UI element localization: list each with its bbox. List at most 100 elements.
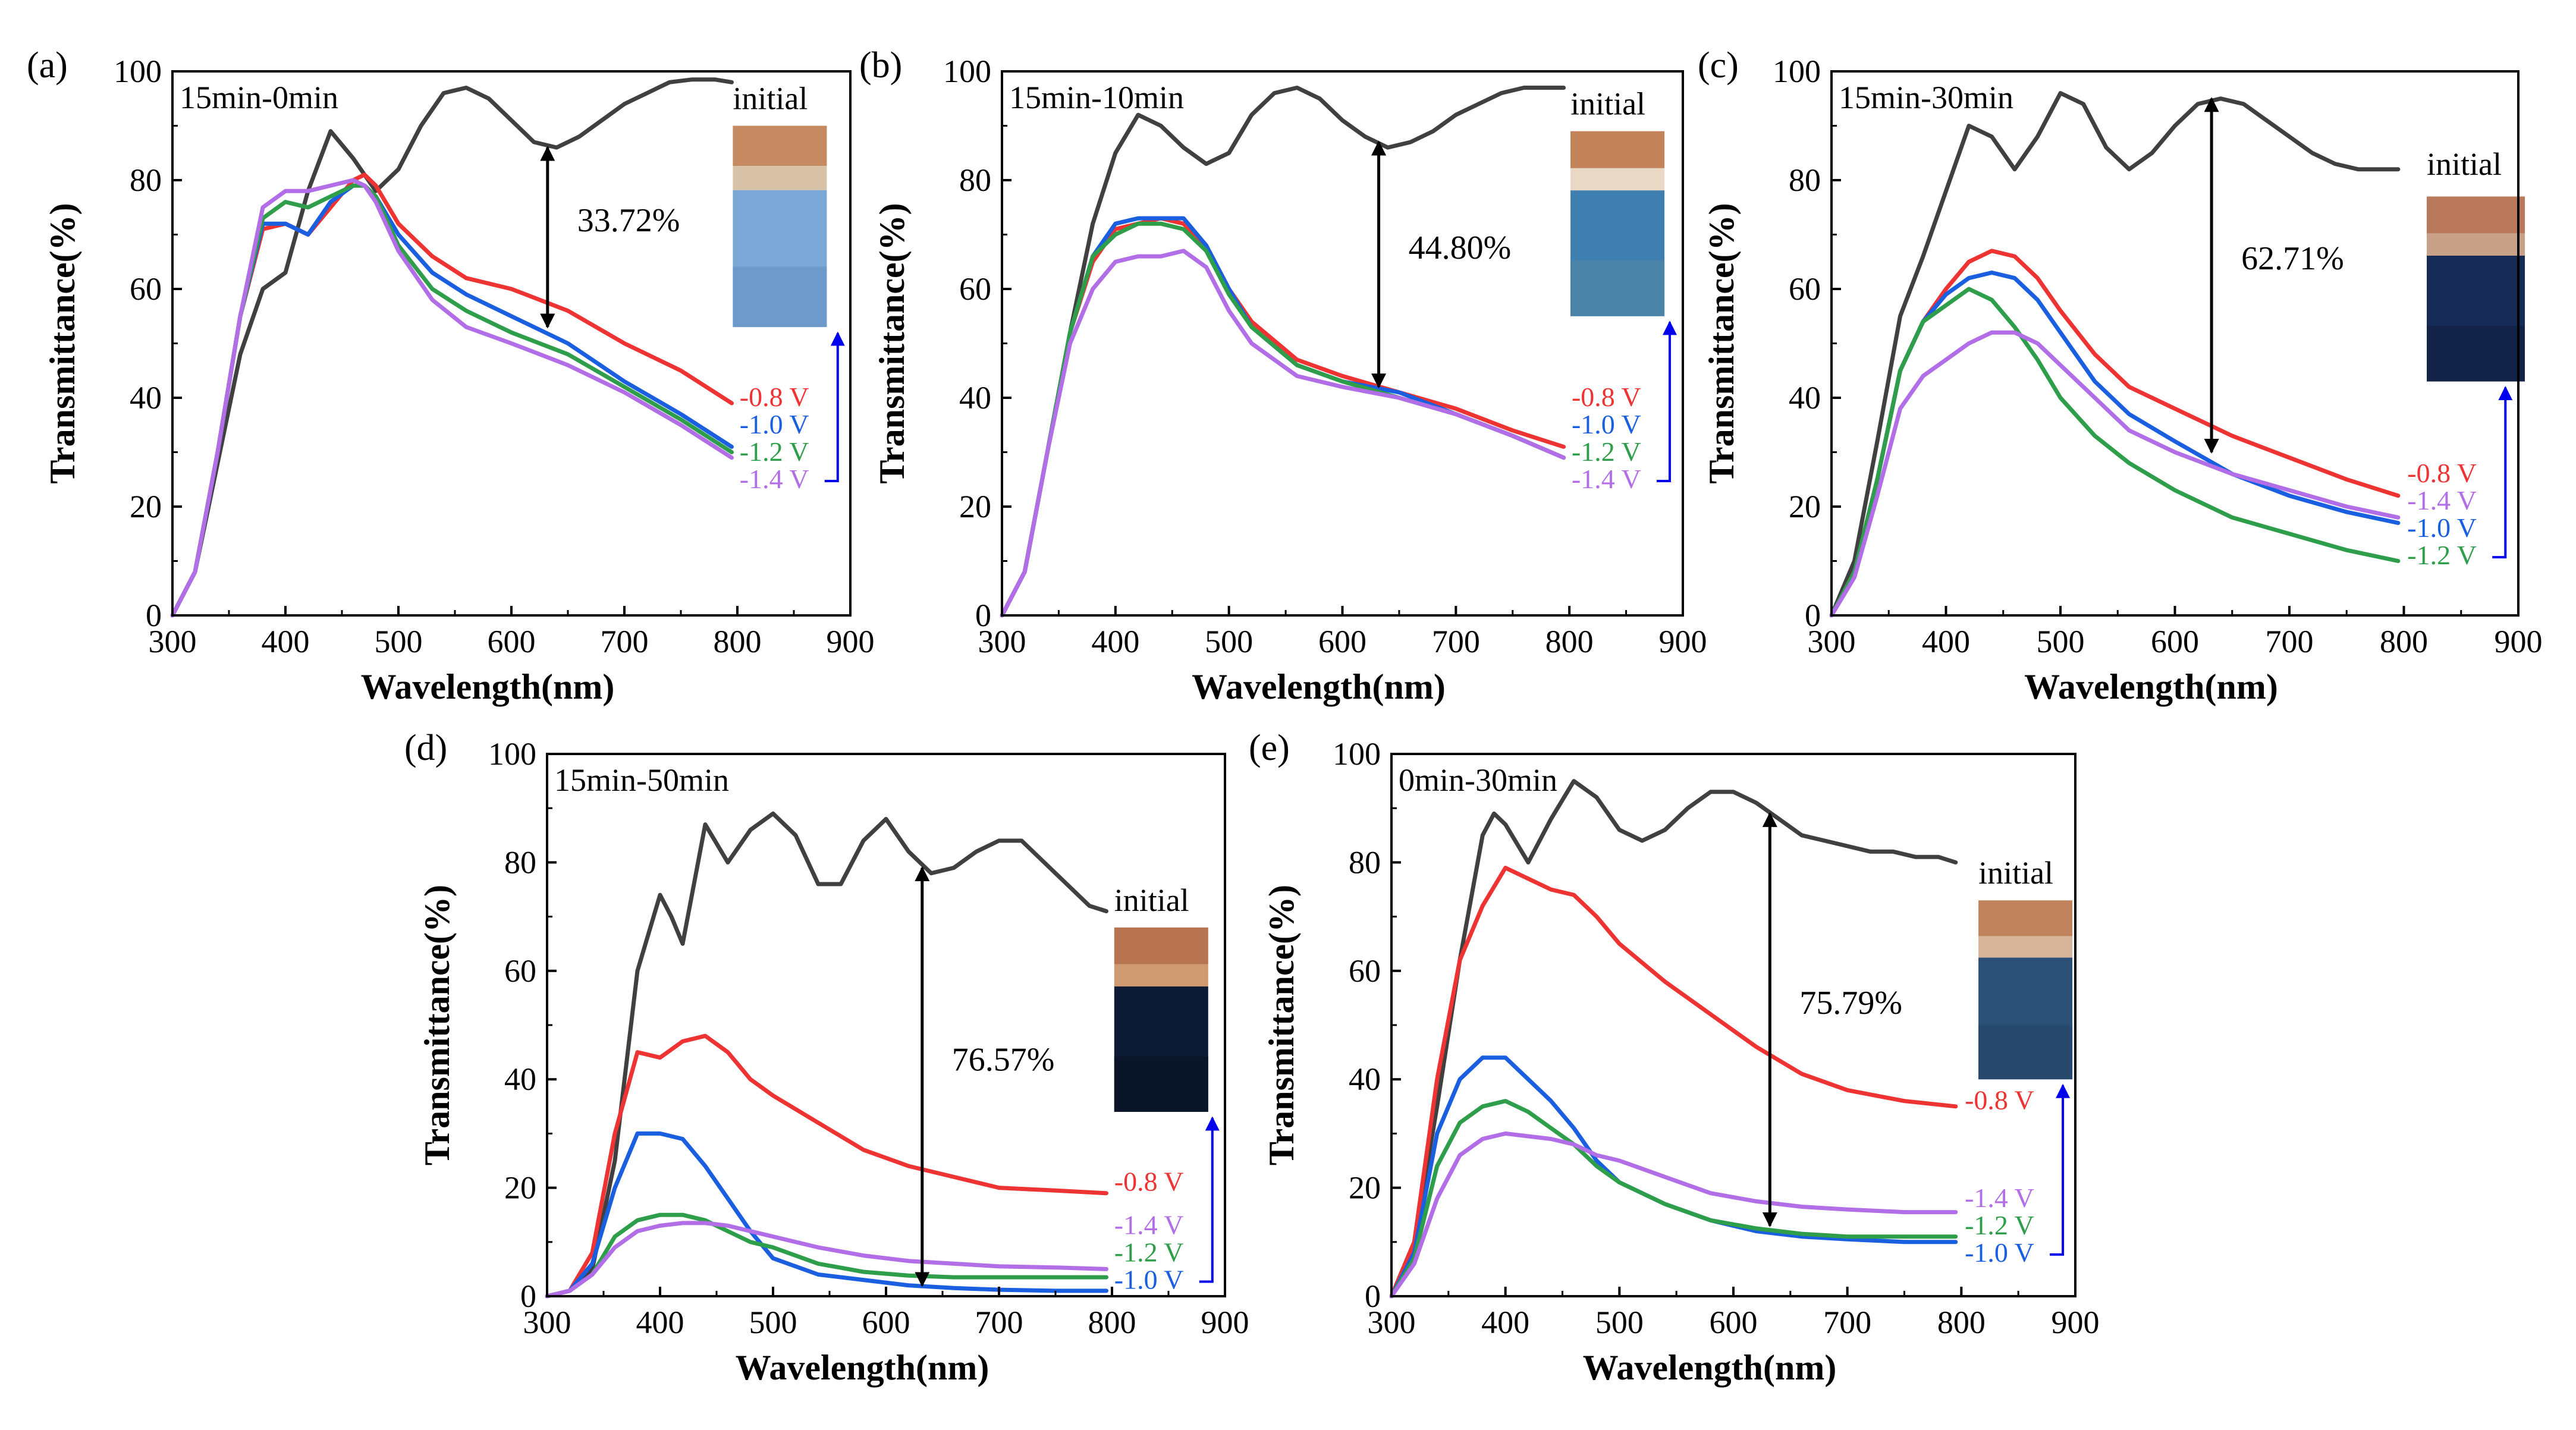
x-tick-label: 600 — [1318, 624, 1366, 659]
y-tick-label: 60 — [1789, 271, 1821, 307]
x-tick-label: 500 — [1205, 624, 1253, 659]
y-tick-label: 0 — [146, 598, 162, 633]
series-line-neg08V — [1829, 249, 2401, 618]
photo-electrode — [1114, 927, 1208, 964]
legend-label: -1.0 V — [740, 409, 809, 439]
x-tick-label: 400 — [1481, 1305, 1529, 1340]
y-tick-label: 0 — [975, 598, 991, 633]
photo-film-lower — [1978, 1025, 2073, 1080]
x-tick-label: 600 — [488, 624, 536, 659]
y-tick-label: 100 — [114, 54, 162, 89]
x-tick-label: 700 — [601, 624, 649, 659]
panel-a: 300 400 500 600 700 800 900 0 20 40 60 80 100 Wavelen… — [27, 45, 875, 706]
series-line-neg14V — [170, 178, 734, 618]
photo-electrode — [733, 125, 827, 166]
x-axis-title: Wavelength(nm) — [736, 1348, 989, 1387]
panel-title: 15min-10min — [1009, 80, 1184, 115]
x-tick-label: 800 — [1088, 1305, 1136, 1340]
y-tick-label: 20 — [1349, 1170, 1381, 1206]
series-line-initial — [170, 77, 734, 618]
x-tick-label: 300 — [523, 1305, 571, 1340]
initial-label: initial — [1570, 86, 1645, 122]
panel-title: 15min-30min — [1839, 80, 2013, 115]
color-change-arrow — [2492, 386, 2513, 559]
color-change-arrow — [1656, 320, 1677, 482]
legend-label: -1.0 V — [1965, 1237, 2034, 1268]
series-line-neg14V — [1829, 330, 2401, 618]
photo-electrode — [2427, 196, 2525, 234]
legend-label: -1.4 V — [2407, 485, 2477, 516]
photo-band — [733, 166, 827, 190]
difference-value: 76.57% — [952, 1042, 1055, 1079]
x-tick-label: 900 — [2052, 1305, 2100, 1340]
series-line-neg12V — [545, 1212, 1108, 1299]
legend-label: -1.4 V — [1114, 1209, 1184, 1240]
series-line-initial — [545, 811, 1108, 1299]
y-tick-label: 20 — [504, 1170, 536, 1206]
y-tick-label: 40 — [1349, 1061, 1381, 1097]
panel-e: 300 400 500 600 700 800 900 0 20 40 60 80 100 Wavelen… — [1249, 728, 2100, 1387]
legend-label: -1.4 V — [1572, 464, 1641, 494]
legend-label: -1.2 V — [1965, 1210, 2034, 1240]
x-axis-title: Wavelength(nm) — [2024, 667, 2278, 706]
x-tick-label: 700 — [975, 1305, 1023, 1340]
x-tick-label: 400 — [1922, 624, 1970, 659]
legend-label: -0.8 V — [740, 382, 809, 412]
y-tick-label: 60 — [959, 271, 991, 307]
x-tick-label: 600 — [2151, 624, 2199, 659]
x-tick-label: 400 — [636, 1305, 684, 1340]
legend-label: -1.0 V — [2407, 513, 2477, 543]
y-tick-label: 40 — [130, 380, 162, 416]
x-tick-label: 300 — [1368, 1305, 1416, 1340]
legend-label: -1.0 V — [1572, 409, 1641, 439]
photo-band — [1978, 936, 2073, 958]
x-axis-title: Wavelength(nm) — [1583, 1348, 1837, 1387]
panel-label: (a) — [27, 45, 68, 86]
panel-d: 300 400 500 600 700 800 900 0 20 40 60 80 100 Wavelen… — [404, 728, 1249, 1387]
panel-b: 300 400 500 600 700 800 900 0 20 40 60 80 100 Wavelen… — [859, 45, 1707, 706]
y-axis-title: Transmittance(%) — [872, 203, 912, 483]
y-tick-label: 40 — [1789, 380, 1821, 416]
y-tick-label: 80 — [130, 162, 162, 198]
x-tick-label: 700 — [1432, 624, 1480, 659]
x-tick-label: 500 — [2037, 624, 2085, 659]
color-change-arrow — [2050, 1083, 2071, 1256]
panel-title: 15min-0min — [180, 80, 338, 115]
y-tick-label: 0 — [1365, 1278, 1381, 1314]
legend-label: -0.8 V — [1965, 1085, 2034, 1115]
y-axis-title: Transmittance(%) — [417, 885, 457, 1165]
photo-film-lower — [733, 266, 827, 328]
legend-label: -0.8 V — [2407, 458, 2477, 488]
legend-label: -1.4 V — [1965, 1183, 2034, 1213]
x-tick-label: 600 — [862, 1305, 910, 1340]
legend-label: -1.2 V — [2407, 540, 2477, 570]
color-change-arrow — [824, 331, 845, 482]
y-axis-title: Transmittance(%) — [1262, 885, 1301, 1165]
y-tick-label: 20 — [130, 489, 162, 524]
series-line-initial — [1000, 86, 1566, 618]
x-tick-label: 700 — [1823, 1305, 1871, 1340]
photo-electrode — [1570, 131, 1665, 168]
y-tick-label: 80 — [1349, 844, 1381, 880]
x-tick-label: 400 — [1091, 624, 1139, 659]
panel-label: (c) — [1698, 45, 1739, 86]
photo-band — [1114, 964, 1208, 987]
y-tick-label: 80 — [959, 162, 991, 198]
y-tick-label: 0 — [520, 1278, 536, 1314]
panel-label: (e) — [1249, 728, 1290, 768]
photo-band — [2427, 233, 2525, 256]
y-axis-title: Transmittance(%) — [43, 203, 82, 483]
x-tick-label: 400 — [262, 624, 310, 659]
series-line-neg14V — [1000, 249, 1566, 618]
x-tick-label: 800 — [714, 624, 762, 659]
difference-value: 75.79% — [1799, 985, 1902, 1022]
series-line-neg08V — [545, 1033, 1108, 1299]
series-line-neg08V — [1389, 866, 1958, 1299]
x-tick-label: 600 — [1710, 1305, 1758, 1340]
series-line-neg14V — [1389, 1131, 1958, 1299]
x-tick-label: 500 — [375, 624, 423, 659]
sample-photo — [733, 125, 827, 328]
sample-photo — [2427, 196, 2525, 382]
series-line-neg10V — [1829, 271, 2401, 618]
x-tick-label: 800 — [2380, 624, 2428, 659]
